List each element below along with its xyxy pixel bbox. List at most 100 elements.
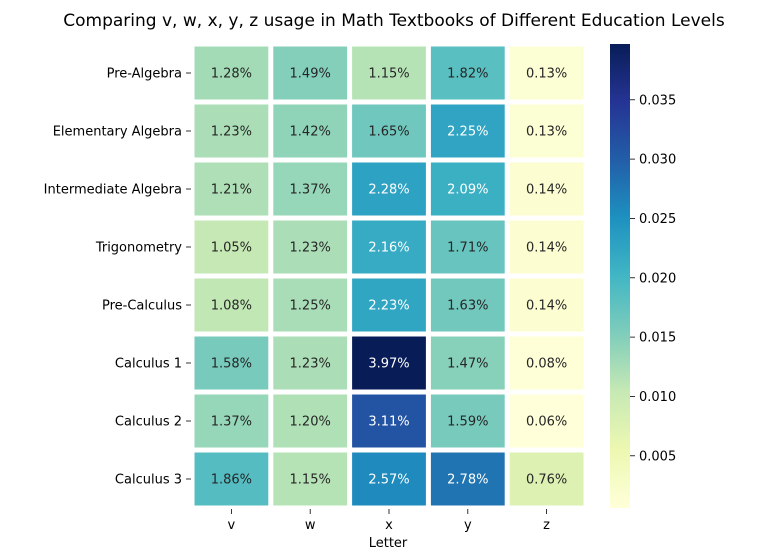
heatmap-cell [273, 46, 348, 100]
row-tick-label: Calculus 1 [115, 357, 182, 372]
cell-value-label: 1.37% [211, 415, 252, 430]
heatmap-cell [352, 104, 426, 158]
cell-value-label: 1.23% [290, 357, 331, 372]
heatmap-cell [509, 46, 584, 100]
cell-value-label: 1.65% [368, 125, 409, 140]
cell-value-label: 1.25% [290, 299, 331, 314]
heatmap-cell [430, 278, 505, 332]
column-tick-label: v [228, 518, 236, 533]
heatmap-cell [194, 278, 269, 332]
column-tick-label: x [385, 518, 393, 533]
cell-value-label: 2.25% [447, 125, 488, 140]
column-tick-labels: v w x y z [228, 509, 550, 533]
cell-value-label: 1.23% [290, 241, 331, 256]
heatmap-cell [273, 336, 348, 390]
column-tick-label: y [464, 518, 472, 533]
heatmap-cell [273, 452, 348, 506]
row-tick-labels: Pre-Algebra Elementary Algebra Intermediat… [44, 67, 191, 488]
cell-value-label: 0.13% [526, 125, 567, 140]
chart-title: Comparing v, w, x, y, z usage in Math Te… [63, 11, 725, 31]
cell-value-label: 1.71% [447, 241, 488, 256]
heatmap-cell [273, 394, 348, 448]
colorbar-ticks: 0.005 0.010 0.015 0.020 0.025 0.030 0.035 [630, 93, 676, 464]
heatmap-cell [352, 394, 426, 448]
cell-value-label: 3.97% [368, 357, 409, 372]
heatmap-cell [430, 452, 505, 506]
row-tick-label: Intermediate Algebra [44, 183, 182, 198]
heatmap-cell [352, 220, 426, 274]
row-tick-label: Pre-Algebra [107, 67, 182, 82]
heatmap-cell [273, 162, 348, 216]
heatmap-cell [352, 46, 426, 100]
cell-value-label: 2.23% [368, 299, 409, 314]
row-tick-label: Calculus 3 [115, 473, 182, 488]
colorbar-tick-label: 0.035 [639, 93, 676, 108]
cell-value-label: 1.37% [290, 183, 331, 198]
cell-value-label: 1.63% [447, 299, 488, 314]
cell-value-label: 1.82% [447, 67, 488, 82]
cell-value-label: 1.86% [211, 473, 252, 488]
heatmap-cell [194, 104, 269, 158]
heatmap-cell [194, 162, 269, 216]
heatmap-cells: 1.28% 1.49% 1.15% 1.82% 0.13% 1.23% 1.42% 1.65%… [194, 46, 584, 506]
colorbar-tick-label: 0.020 [639, 271, 676, 286]
heatmap-cell [194, 220, 269, 274]
heatmap-cell [509, 104, 584, 158]
cell-value-label: 2.78% [447, 473, 488, 488]
colorbar-tick-label: 0.030 [639, 153, 676, 168]
row-tick-label: Calculus 2 [115, 415, 182, 430]
cell-value-label: 0.08% [526, 357, 567, 372]
cell-value-label: 0.14% [526, 299, 567, 314]
cell-value-label: 0.76% [526, 473, 567, 488]
heatmap-cell [509, 220, 584, 274]
colorbar [610, 44, 630, 508]
cell-value-label: 2.09% [447, 183, 488, 198]
heatmap-cell [194, 46, 269, 100]
cell-value-label: 1.23% [211, 125, 252, 140]
heatmap-cell [509, 162, 584, 216]
cell-value-label: 1.21% [211, 183, 252, 198]
cell-value-label: 1.08% [211, 299, 252, 314]
colorbar-tick-label: 0.015 [639, 331, 676, 346]
row-tick-label: Trigonometry [95, 241, 182, 256]
column-tick-label: z [543, 518, 550, 533]
heatmap-cell [352, 336, 426, 390]
cell-value-label: 0.14% [526, 241, 567, 256]
heatmap-cell [509, 452, 584, 506]
heatmap-cell [352, 162, 426, 216]
cell-value-label: 1.59% [447, 415, 488, 430]
heatmap-cell [509, 278, 584, 332]
cell-value-label: 1.15% [368, 67, 409, 82]
row-tick-label: Elementary Algebra [53, 125, 182, 140]
heatmap-cell [509, 394, 584, 448]
cell-value-label: 0.13% [526, 67, 567, 82]
heatmap-cell [430, 104, 505, 158]
heatmap-cell [194, 394, 269, 448]
heatmap-cell [430, 46, 505, 100]
heatmap-cell [430, 162, 505, 216]
colorbar-tick-label: 0.010 [639, 390, 676, 405]
cell-value-label: 1.20% [290, 415, 331, 430]
heatmap-cell [430, 336, 505, 390]
heatmap-cell [430, 220, 505, 274]
cell-value-label: 1.58% [211, 357, 252, 372]
heatmap-cell [352, 278, 426, 332]
colorbar-tick-label: 0.005 [639, 449, 676, 464]
heatmap-cell [273, 278, 348, 332]
heatmap-cell [509, 336, 584, 390]
cell-value-label: 2.57% [368, 473, 409, 488]
heatmap-cell [273, 220, 348, 274]
cell-value-label: 1.47% [447, 357, 488, 372]
row-tick-label: Pre-Calculus [102, 299, 182, 314]
cell-value-label: 2.28% [368, 183, 409, 198]
cell-value-label: 0.14% [526, 183, 567, 198]
heatmap-cell [194, 452, 269, 506]
cell-value-label: 1.42% [290, 125, 331, 140]
cell-value-label: 0.06% [526, 415, 567, 430]
colorbar-tick-label: 0.025 [639, 212, 676, 227]
cell-value-label: 1.28% [211, 67, 252, 82]
cell-value-label: 1.15% [290, 473, 331, 488]
heatmap-cell [352, 452, 426, 506]
heatmap-cell [194, 336, 269, 390]
